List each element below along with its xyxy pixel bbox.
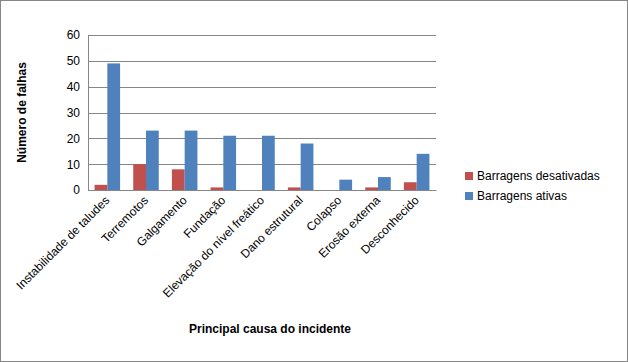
bar [404, 182, 417, 190]
y-tick: 60 [67, 28, 88, 42]
grid-line [88, 190, 436, 191]
y-tick: 10 [67, 158, 88, 172]
grid-line [88, 113, 436, 114]
legend: Barragens desativadas Barragens ativas [465, 169, 600, 203]
legend-item: Barragens desativadas [465, 169, 600, 183]
y-axis-line [88, 36, 89, 191]
grid-line [88, 61, 436, 62]
x-axis: Instabilidade de taludesTerremotosGalgam… [13, 190, 436, 300]
bar [107, 63, 120, 190]
bar [223, 136, 236, 190]
bars [95, 63, 430, 190]
bar [339, 180, 352, 190]
x-tick: Dano estrutural [238, 190, 306, 261]
legend-swatch [465, 172, 473, 180]
y-axis-title: Número de falhas [15, 62, 29, 163]
y-tick-label: 10 [67, 158, 81, 172]
bar [417, 154, 430, 190]
y-tick-label: 40 [67, 80, 81, 94]
bar [365, 187, 378, 190]
bar [146, 131, 159, 190]
bar [249, 190, 262, 191]
y-tick: 0 [73, 183, 88, 197]
y-tick: 20 [67, 132, 88, 146]
x-tick: Galgamento [134, 190, 190, 249]
bar [211, 187, 224, 190]
x-tick-label: Instabilidade de taludes [13, 193, 112, 292]
bar [301, 144, 314, 191]
chart: 0 10 20 30 40 50 60 Instabilidade de taludesTer… [0, 0, 628, 362]
grid-line [88, 35, 436, 36]
chart-border [1, 1, 628, 362]
bar [327, 190, 340, 191]
bar [262, 136, 275, 190]
x-tick-label: Desconhecido [358, 193, 422, 257]
bar [378, 177, 391, 190]
x-tick-label: Dano estrutural [238, 193, 306, 261]
y-tick: 40 [67, 80, 88, 94]
bar [133, 164, 146, 190]
y-tick-label: 50 [67, 54, 81, 68]
y-tick: 30 [67, 106, 88, 120]
legend-item: Barragens ativas [465, 189, 567, 203]
legend-label: Barragens ativas [477, 189, 567, 203]
legend-label: Barragens desativadas [477, 169, 600, 183]
y-tick-label: 30 [67, 106, 81, 120]
legend-swatch [465, 192, 473, 200]
x-axis-line [89, 190, 437, 191]
bar [95, 185, 108, 190]
x-tick-label: Galgamento [134, 193, 190, 249]
grid-line [88, 87, 436, 88]
x-tick: Desconhecido [358, 190, 422, 257]
bar [172, 169, 185, 190]
y-axis: 0 10 20 30 40 50 60 [67, 28, 89, 197]
x-tick: Instabilidade de taludes [13, 190, 112, 292]
y-tick: 50 [67, 54, 88, 68]
bar [288, 187, 301, 190]
y-tick-label: 0 [73, 183, 80, 197]
x-axis-title: Principal causa do incidente [189, 322, 351, 336]
y-tick-label: 20 [67, 132, 81, 146]
grid [88, 36, 436, 191]
bar [185, 131, 198, 190]
y-tick-label: 60 [67, 28, 81, 42]
